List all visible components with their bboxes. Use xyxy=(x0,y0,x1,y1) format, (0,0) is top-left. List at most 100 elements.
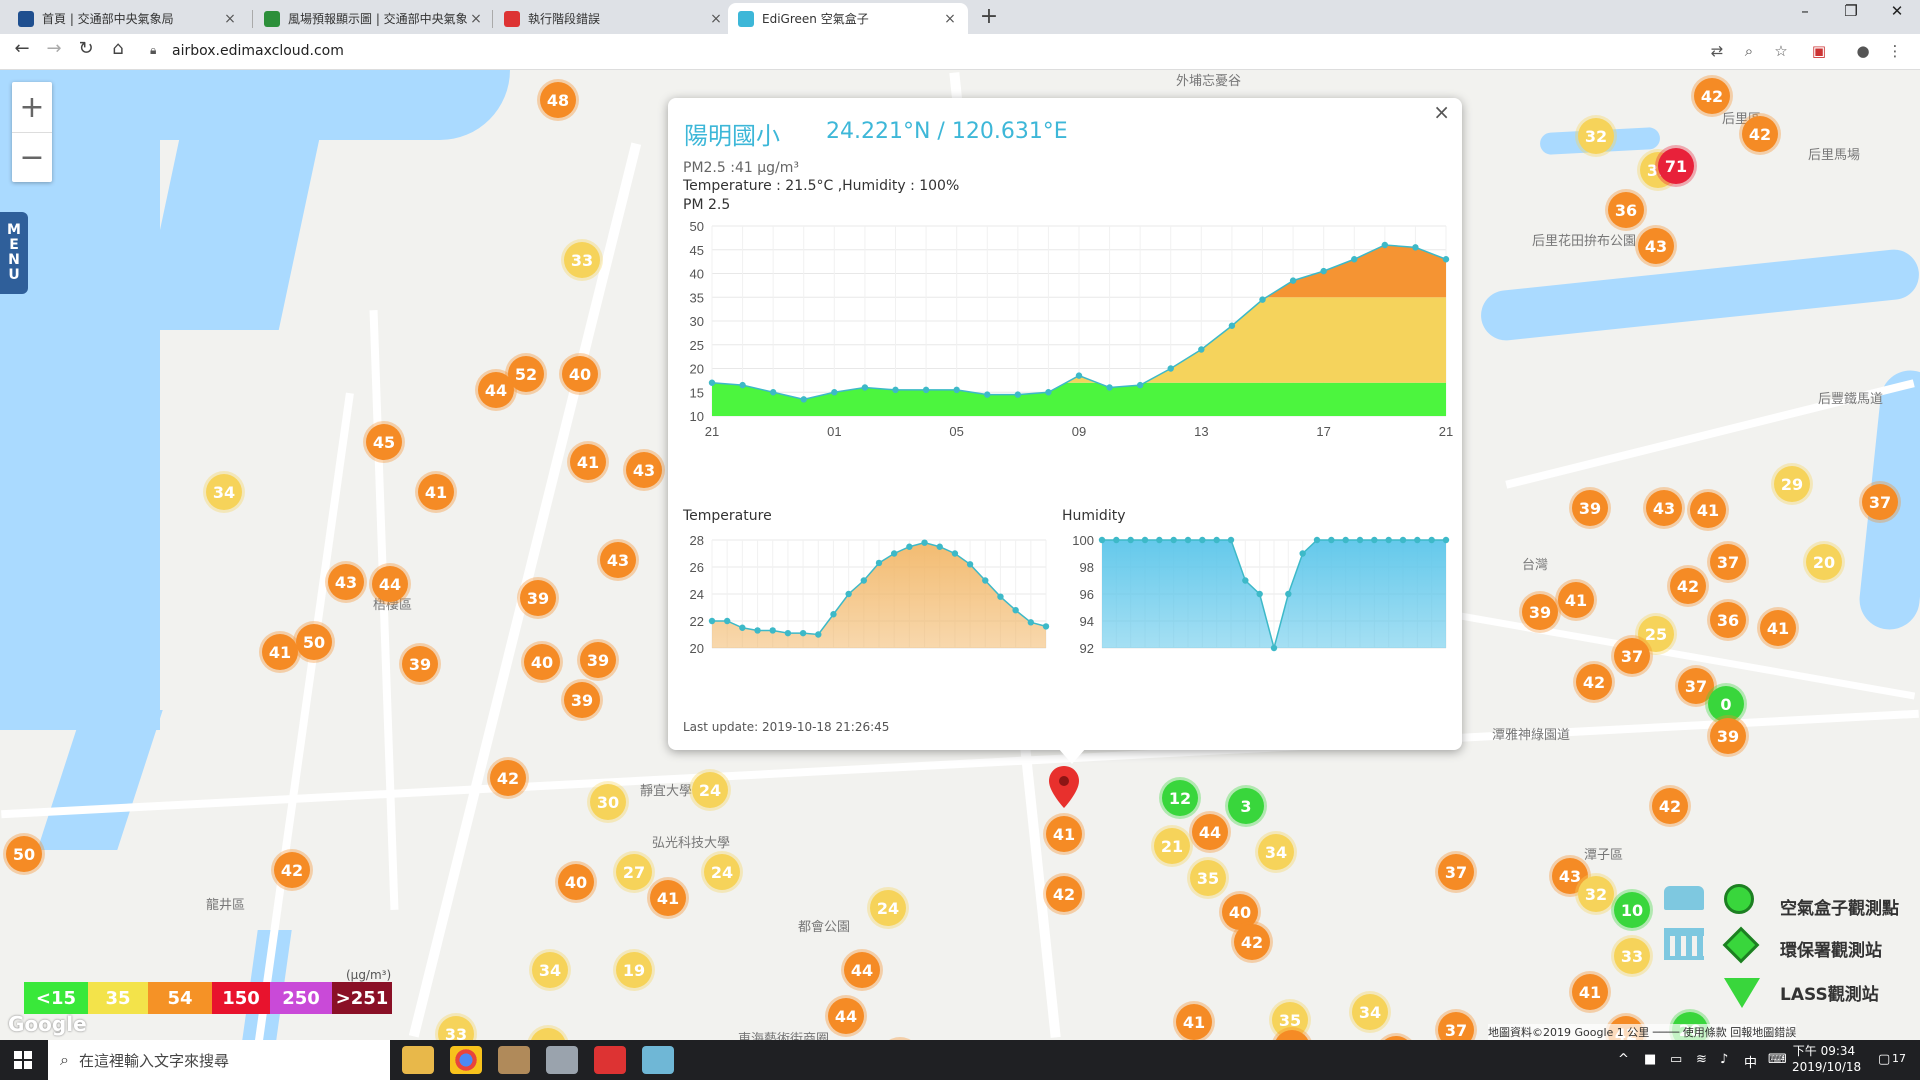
minimize-button[interactable]: – xyxy=(1801,2,1809,20)
station-marker[interactable]: 40 xyxy=(558,864,594,900)
station-marker[interactable]: 44 xyxy=(1192,814,1228,850)
station-marker[interactable]: 71 xyxy=(1658,148,1694,184)
zoom-icon[interactable]: ⌕ xyxy=(1744,42,1754,60)
station-marker[interactable]: 41 xyxy=(1046,816,1082,852)
station-marker[interactable]: 38 xyxy=(1378,1036,1414,1040)
taskbar-search[interactable]: ⌕ 在這裡輸入文字來搜尋 xyxy=(48,1040,390,1080)
tab-close-icon[interactable]: × xyxy=(710,10,722,27)
station-marker[interactable]: 42 xyxy=(1670,568,1706,604)
station-marker[interactable]: 44 xyxy=(844,952,880,988)
file-explorer-icon[interactable] xyxy=(402,1046,434,1074)
station-marker[interactable]: 42 xyxy=(1694,78,1730,114)
close-window-button[interactable]: ✕ xyxy=(1890,2,1904,20)
station-marker[interactable]: 10 xyxy=(1614,892,1650,928)
station-marker[interactable]: 42 xyxy=(1742,116,1778,152)
station-marker[interactable]: 37 xyxy=(1438,854,1474,890)
windows-start-icon[interactable] xyxy=(14,1051,32,1069)
station-marker[interactable]: 52 xyxy=(508,356,544,392)
station-marker[interactable]: 37 xyxy=(1862,484,1898,520)
station-marker[interactable]: 41 xyxy=(650,880,686,916)
station-marker[interactable]: 37 xyxy=(1438,1012,1474,1040)
station-marker[interactable]: 42 xyxy=(1274,1030,1310,1040)
tab-wind-forecast[interactable]: 風場預報顯示圖 | 交通部中央氣象局 × xyxy=(254,3,494,34)
station-marker[interactable]: 25 xyxy=(1638,616,1674,652)
station-marker[interactable]: 45 xyxy=(366,424,402,460)
station-marker[interactable]: 41 xyxy=(262,634,298,670)
app-icon[interactable] xyxy=(498,1046,530,1074)
tab-edigreen[interactable]: EdiGreen 空氣盒子 × xyxy=(728,3,968,34)
keyboard-icon[interactable]: ⌨ xyxy=(1768,1052,1787,1067)
zoom-in-button[interactable]: + xyxy=(19,89,45,125)
station-marker[interactable]: 42 xyxy=(274,852,310,888)
station-marker[interactable]: 50 xyxy=(6,836,42,872)
selected-pin-icon[interactable] xyxy=(1049,766,1079,808)
station-marker[interactable]: 35 xyxy=(1272,1002,1308,1038)
app-icon[interactable] xyxy=(642,1046,674,1074)
station-marker[interactable]: 42 xyxy=(490,760,526,796)
station-marker[interactable]: 24 xyxy=(870,890,906,926)
station-marker[interactable]: 41 xyxy=(1176,1004,1212,1040)
station-marker[interactable]: 41 xyxy=(570,444,606,480)
station-marker[interactable]: 35 xyxy=(1190,860,1226,896)
station-marker[interactable]: 50 xyxy=(296,624,332,660)
station-marker[interactable]: 34 xyxy=(206,474,242,510)
station-marker[interactable]: 43 xyxy=(328,564,364,600)
station-marker[interactable]: 41 xyxy=(1572,974,1608,1010)
station-marker[interactable]: 48 xyxy=(540,82,576,118)
station-marker[interactable]: 43 xyxy=(626,452,662,488)
station-marker[interactable]: 39 xyxy=(580,642,616,678)
station-marker[interactable]: 42 xyxy=(1652,788,1688,824)
station-marker[interactable]: 24 xyxy=(704,854,740,890)
station-marker[interactable]: 12 xyxy=(1162,780,1198,816)
map-attribution[interactable]: 地圖資料©2019 Google 1 公里 ──── 使用條款 回報地圖錯誤 xyxy=(1488,1024,1797,1040)
extension-icon[interactable]: ▣ xyxy=(1811,42,1827,60)
zoom-out-button[interactable]: − xyxy=(12,132,52,182)
clock[interactable]: 下午 09:34 2019/10/18 xyxy=(1792,1043,1861,1075)
station-marker[interactable]: 40 xyxy=(562,356,598,392)
station-marker[interactable]: 19 xyxy=(616,952,652,988)
station-marker[interactable]: 39 xyxy=(520,580,556,616)
station-marker[interactable]: 33 xyxy=(438,1016,474,1040)
station-marker[interactable]: 39 xyxy=(1522,594,1558,630)
maximize-button[interactable]: ❐ xyxy=(1844,2,1858,20)
station-marker[interactable]: 42 xyxy=(1234,924,1270,960)
station-marker[interactable]: 42 xyxy=(1576,664,1612,700)
station-marker[interactable]: 37 xyxy=(1710,544,1746,580)
app-icon[interactable] xyxy=(546,1046,578,1074)
tray-chevron-icon[interactable]: ^ xyxy=(1618,1052,1629,1067)
app-icon[interactable] xyxy=(594,1046,626,1074)
tab-close-icon[interactable]: × xyxy=(224,10,236,27)
station-marker[interactable]: 3 xyxy=(1228,788,1264,824)
reload-icon[interactable]: ↻ xyxy=(78,38,94,59)
station-marker[interactable]: 42 xyxy=(1046,876,1082,912)
address-bar[interactable]: airbox.edimaxcloud.com xyxy=(172,43,344,59)
station-marker[interactable]: 43 xyxy=(1638,228,1674,264)
tab-cwb-home[interactable]: 首頁 | 交通部中央氣象局 × xyxy=(8,3,248,34)
station-marker[interactable]: 41 xyxy=(1690,492,1726,528)
close-icon[interactable]: × xyxy=(1433,100,1450,124)
lock-icon[interactable]: 🔒︎ xyxy=(150,43,157,57)
station-marker[interactable]: 44 xyxy=(372,566,408,602)
station-marker[interactable]: 44 xyxy=(828,998,864,1034)
home-icon[interactable]: ⌂ xyxy=(112,38,124,59)
ime-indicator[interactable]: 中 xyxy=(1744,1056,1758,1071)
station-marker[interactable]: 36 xyxy=(1710,602,1746,638)
station-marker[interactable]: 39 xyxy=(402,646,438,682)
station-marker[interactable]: 43 xyxy=(600,542,636,578)
tray-app-icon[interactable]: ■ xyxy=(1644,1052,1657,1067)
chrome-icon[interactable] xyxy=(450,1046,482,1074)
station-marker[interactable]: 0 xyxy=(1708,686,1744,722)
station-marker[interactable]: 21 xyxy=(1154,828,1190,864)
station-marker[interactable]: 37 xyxy=(1614,638,1650,674)
station-marker[interactable]: 39 xyxy=(1710,718,1746,754)
station-marker[interactable]: 24 xyxy=(692,772,728,808)
station-marker[interactable]: 41 xyxy=(1558,582,1594,618)
forward-arrow-icon[interactable]: → xyxy=(46,38,62,59)
station-marker[interactable]: 33 xyxy=(564,242,600,278)
menu-button[interactable]: M E N U xyxy=(0,212,28,294)
volume-icon[interactable]: ♪ xyxy=(1720,1052,1729,1067)
station-marker[interactable]: 34 xyxy=(1352,994,1388,1030)
station-marker[interactable]: 41 xyxy=(418,474,454,510)
wifi-icon[interactable]: ≋ xyxy=(1696,1052,1707,1067)
station-marker[interactable]: 30 xyxy=(590,784,626,820)
